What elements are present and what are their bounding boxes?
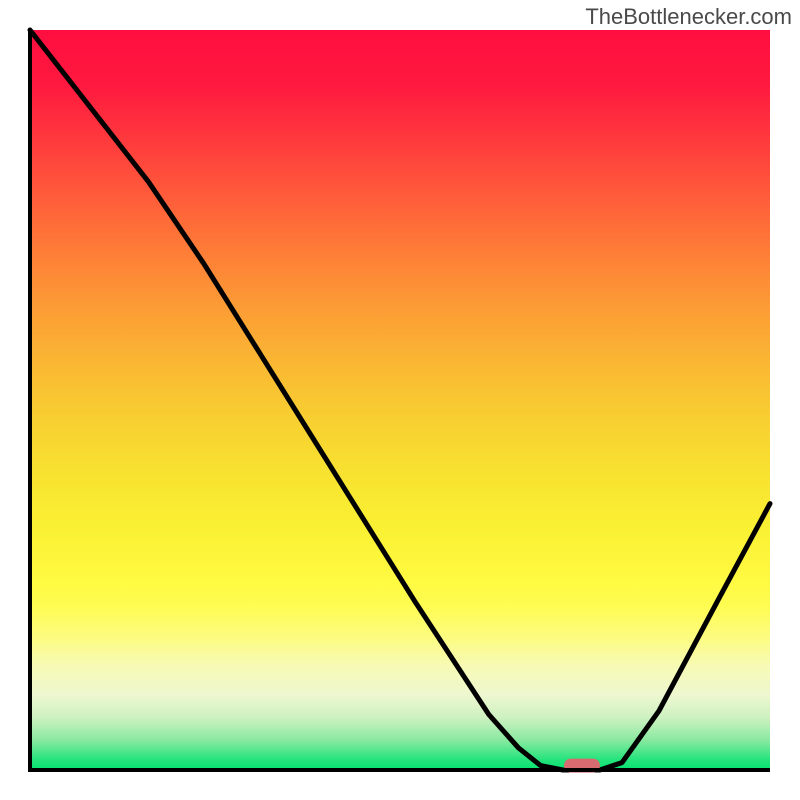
chart-container: TheBottlenecker.com <box>0 0 800 800</box>
bottleneck-chart <box>0 0 800 800</box>
watermark-text: TheBottlenecker.com <box>585 4 792 30</box>
